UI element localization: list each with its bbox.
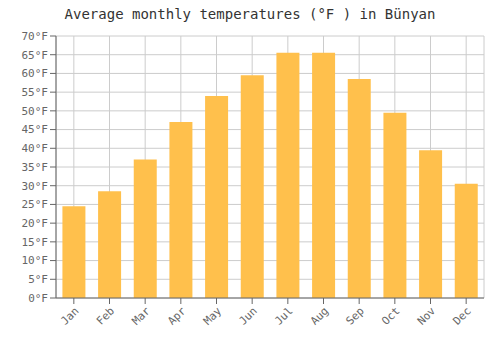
- svg-text:55°F: 55°F: [22, 86, 49, 99]
- svg-text:15°F: 15°F: [22, 236, 49, 249]
- svg-text:Oct: Oct: [379, 304, 402, 327]
- svg-text:25°F: 25°F: [22, 198, 49, 211]
- svg-text:Feb: Feb: [94, 304, 117, 327]
- svg-text:30°F: 30°F: [22, 180, 49, 193]
- svg-text:Jun: Jun: [237, 304, 260, 327]
- svg-text:35°F: 35°F: [22, 161, 49, 174]
- svg-text:65°F: 65°F: [22, 49, 49, 62]
- svg-text:45°F: 45°F: [22, 123, 49, 136]
- svg-text:Jul: Jul: [272, 304, 295, 327]
- svg-text:20°F: 20°F: [22, 217, 49, 230]
- svg-text:Jan: Jan: [58, 304, 81, 327]
- svg-text:Mar: Mar: [130, 304, 154, 328]
- svg-text:Nov: Nov: [415, 304, 439, 328]
- svg-text:Aug: Aug: [308, 304, 331, 327]
- svg-text:Dec: Dec: [451, 304, 474, 327]
- svg-text:40°F: 40°F: [22, 142, 49, 155]
- svg-text:70°F: 70°F: [22, 30, 49, 43]
- svg-text:60°F: 60°F: [22, 67, 49, 80]
- svg-text:5°F: 5°F: [28, 273, 48, 286]
- html-text:Average monthly temperatures (: Average monthly temperatures (°F ) in Bü…: [64, 6, 436, 22]
- svg-text:50°F: 50°F: [22, 105, 49, 118]
- svg-text:Apr: Apr: [165, 304, 189, 328]
- svg-text:10°F: 10°F: [22, 254, 49, 267]
- svg-text:Sep: Sep: [344, 304, 367, 327]
- svg-text:May: May: [201, 304, 225, 328]
- svg-text:0°F: 0°F: [28, 292, 48, 305]
